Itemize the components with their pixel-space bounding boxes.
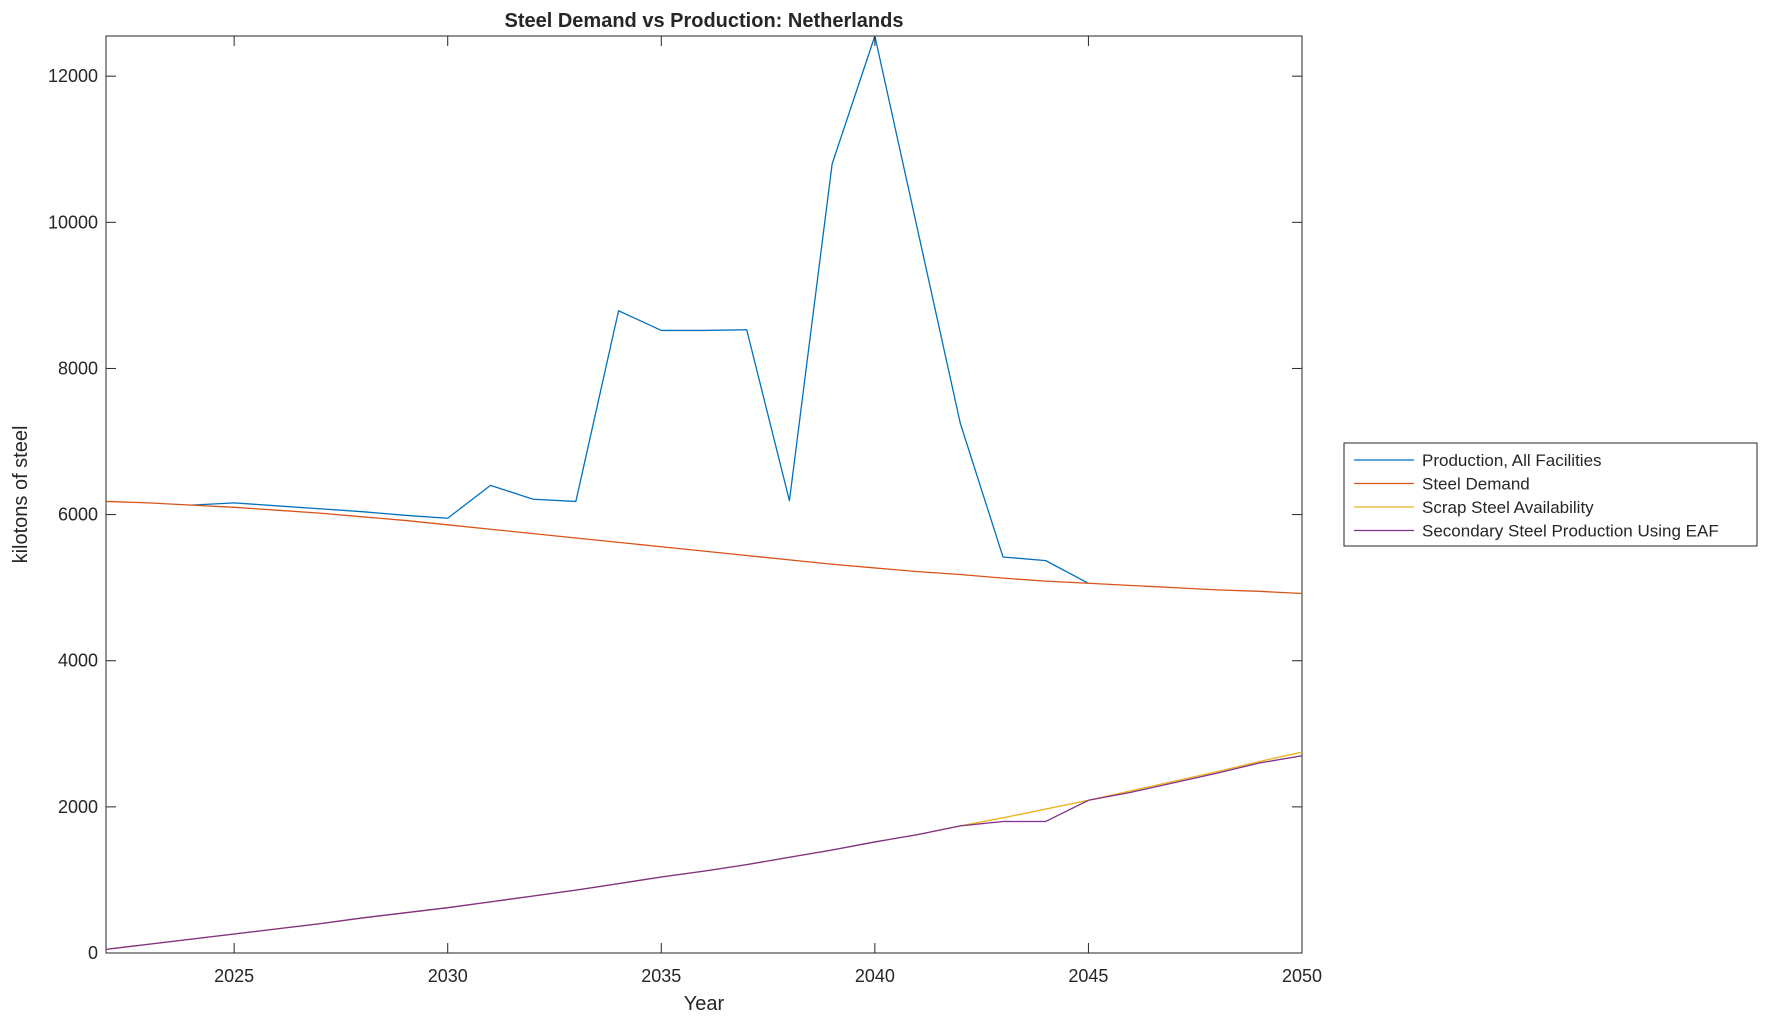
y-tick-label: 2000 (58, 797, 98, 817)
x-tick-label: 2040 (855, 966, 895, 986)
legend-entry-2: Scrap Steel Availability (1422, 498, 1594, 517)
plot-area: 2025 2030 2035 2040 2045 2050 0 2000 4000 6000 800… (48, 35, 1322, 986)
y-tick-label: 8000 (58, 358, 98, 378)
x-tick-label: 2035 (641, 966, 681, 986)
series-line-1 (105, 500, 1303, 595)
x-tick-label: 2045 (1068, 966, 1108, 986)
y-tick-label: 10000 (48, 212, 98, 232)
y-tick-label: 6000 (58, 505, 98, 525)
y-tick-label: 4000 (58, 651, 98, 671)
legend: Production, All Facilities Steel Demand Sc… (1343, 442, 1758, 547)
x-tick-label: 2030 (428, 966, 468, 986)
legend-entry-1: Steel Demand (1422, 475, 1530, 494)
x-tick-label: 2050 (1282, 966, 1322, 986)
x-tick-label: 2025 (214, 966, 254, 986)
series-line-0 (191, 35, 1089, 584)
chart-title: Steel Demand vs Production: Netherlands (505, 10, 904, 32)
legend-entry-0: Production, All Facilities (1422, 451, 1602, 470)
plot-frame (105, 35, 1303, 954)
y-axis-label: kilotons of steel (10, 426, 32, 564)
x-axis-label: Year (684, 993, 725, 1015)
series-line-3 (105, 755, 1303, 950)
legend-entry-3: Secondary Steel Production Using EAF (1422, 522, 1719, 541)
y-tick-label: 12000 (48, 66, 98, 86)
y-tick-label: 0 (88, 943, 98, 963)
